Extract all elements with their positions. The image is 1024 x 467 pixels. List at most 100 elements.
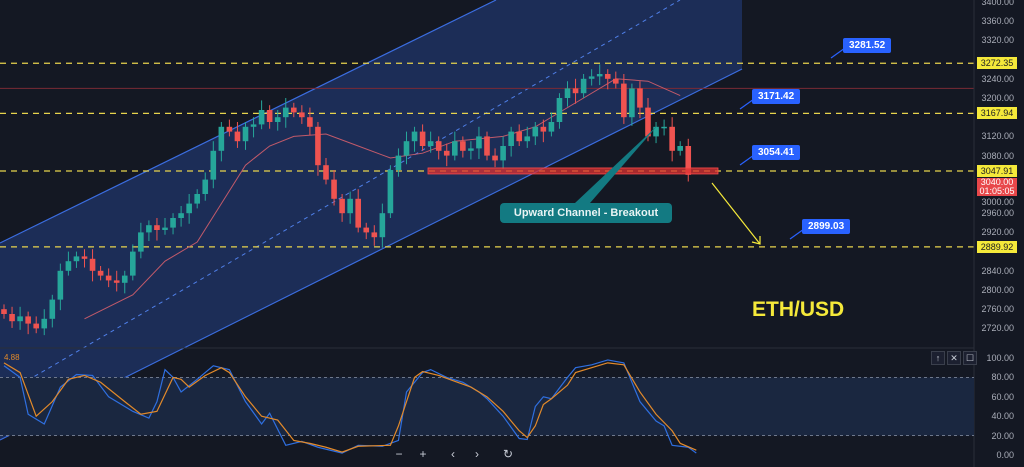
candle-body: [323, 165, 329, 180]
candle-body: [210, 150, 217, 180]
target-connector: [739, 98, 755, 110]
close-pane-button[interactable]: ✕: [947, 351, 961, 365]
candle-body: [9, 314, 15, 322]
candle-body: [347, 198, 353, 214]
candle-body: [33, 323, 39, 329]
candle-body: [621, 83, 627, 118]
candle-body: [218, 126, 225, 151]
upward-channel: [0, 0, 743, 441]
target-label: 3054.41: [752, 145, 801, 160]
candle-body: [138, 232, 144, 252]
stochastic-d-line: [3, 362, 697, 453]
price-tick: 3400.00: [981, 0, 1014, 7]
stochastic-tick: 40.00: [991, 411, 1014, 422]
candle-body: [476, 136, 482, 149]
candle-body: [403, 141, 410, 156]
bar-countdown: 01:05:05: [979, 186, 1015, 196]
candle-body: [379, 213, 386, 238]
candle-body: [154, 225, 160, 230]
candle-body: [629, 88, 635, 118]
move-pane-up-button[interactable]: ↑: [931, 351, 945, 365]
target-label: 2899.03: [802, 219, 851, 234]
candle-body: [282, 107, 289, 118]
candle-body: [452, 141, 458, 156]
target-connector: [789, 228, 805, 240]
candle-body: [492, 155, 498, 161]
candle-body: [258, 110, 265, 125]
price-tick: 2760.00: [981, 304, 1014, 315]
candle-body: [299, 112, 305, 118]
price-tick: 2720.00: [981, 323, 1014, 334]
candle-body: [130, 251, 136, 276]
level-label: 3272.35: [977, 57, 1017, 70]
candle-body: [588, 76, 595, 79]
annotations: [427, 47, 846, 245]
price-tick: 3120.00: [981, 131, 1014, 142]
candle-body: [339, 198, 345, 214]
target-label: 3171.42: [752, 89, 801, 104]
scroll-left-button[interactable]: ‹: [451, 447, 455, 461]
candle-body: [653, 126, 659, 137]
target-connector: [739, 154, 755, 166]
scroll-right-button[interactable]: ›: [475, 447, 479, 461]
candle-body: [186, 203, 192, 214]
target-arrow: [711, 182, 761, 245]
candle-body: [97, 270, 104, 276]
breakout-zone: [427, 167, 719, 175]
price-tick: 3240.00: [981, 73, 1014, 84]
candle-body: [516, 131, 522, 142]
candle-body: [468, 148, 474, 151]
level-label: 3167.94: [977, 107, 1017, 120]
candle-body: [435, 141, 442, 151]
price-tick: 3000.00: [981, 197, 1014, 207]
candle-body: [291, 107, 297, 113]
candle-body: [105, 275, 112, 281]
candle-body: [49, 299, 56, 319]
candle-body: [548, 122, 555, 132]
breakout-callout: Upward Channel - Breakout: [500, 203, 672, 223]
maximize-pane-button[interactable]: ☐: [963, 351, 977, 365]
candle-body: [266, 110, 273, 122]
candle-body: [41, 318, 48, 329]
candle-body: [89, 258, 96, 271]
candle-body: [411, 131, 418, 142]
candle-body: [661, 126, 667, 129]
candle-body: [564, 88, 571, 98]
candle-body: [427, 141, 434, 146]
candle-body: [484, 136, 490, 156]
candle-body: [395, 155, 402, 170]
zoom-out-button[interactable]: −: [395, 447, 403, 461]
candle-body: [146, 225, 152, 233]
target-connector: [830, 47, 846, 59]
candle-body: [170, 218, 176, 228]
candle-body: [572, 88, 579, 94]
candle-body: [645, 107, 651, 137]
candle-body: [508, 131, 514, 146]
candle-body: [331, 179, 337, 199]
candle-body: [234, 131, 241, 142]
candle-body: [540, 126, 547, 132]
candle-body: [604, 74, 611, 79]
candle-body: [355, 198, 361, 228]
candle-body: [242, 126, 249, 142]
candle-body: [1, 309, 7, 314]
candle-body: [57, 270, 64, 300]
stochastic-value: 4.88: [4, 353, 20, 362]
channel-upper-line: [0, 0, 497, 244]
current-price: 3040.00: [980, 177, 1014, 187]
stochastic-tick: 100.00: [986, 353, 1014, 363]
price-tick: 3320.00: [981, 35, 1014, 46]
candle-body: [81, 256, 88, 259]
candle-body: [419, 131, 426, 146]
candle-body: [307, 117, 313, 127]
candles: [1, 64, 692, 336]
price-tick: 2800.00: [981, 285, 1014, 295]
price-tick: 2840.00: [981, 265, 1014, 276]
candle-body: [637, 88, 643, 108]
zoom-in-button[interactable]: +: [419, 447, 427, 461]
candle-body: [460, 141, 466, 151]
pair-label: ETH/USD: [752, 298, 845, 321]
reset-chart-button[interactable]: ↻: [502, 447, 514, 461]
candle-body: [669, 126, 675, 151]
